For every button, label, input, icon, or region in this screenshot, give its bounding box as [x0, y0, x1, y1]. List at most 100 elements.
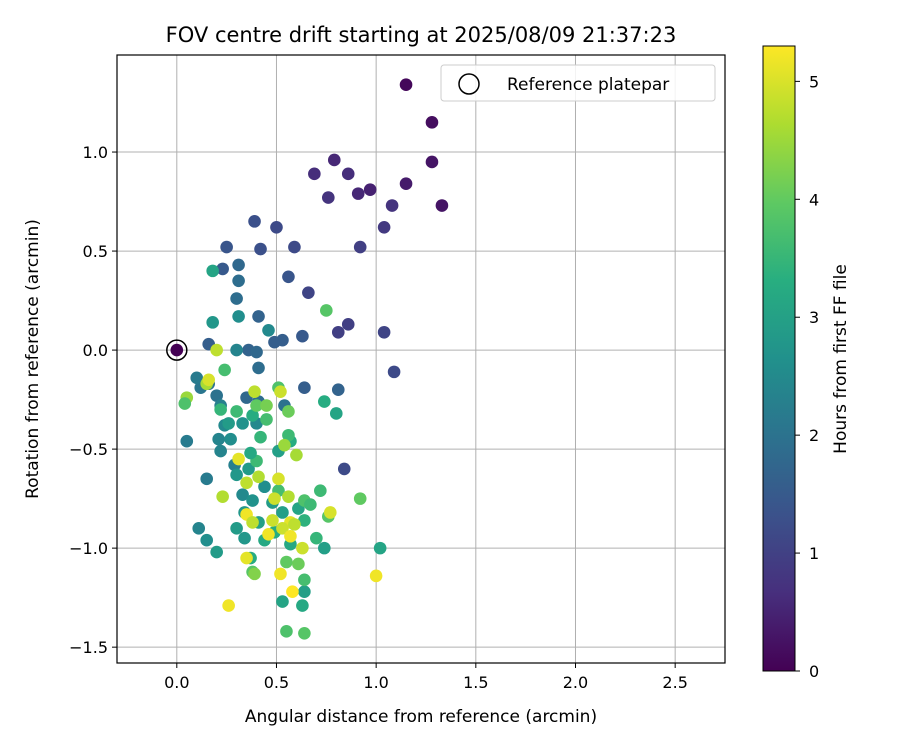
data-point: [254, 242, 267, 256]
legend-reference-marker: [458, 73, 480, 95]
data-point: [304, 498, 317, 511]
colorbar-tick-label: 0: [809, 662, 819, 681]
data-point: [320, 304, 333, 317]
y-axis-label: Rotation from reference (arcmin): [23, 219, 43, 499]
data-point: [276, 595, 289, 608]
data-point: [341, 167, 355, 181]
y-tick-label: 1.0: [83, 143, 108, 162]
grid-lines: [117, 55, 725, 663]
data-point: [206, 264, 219, 278]
data-point: [180, 434, 194, 448]
colorbar-tick-label: 1: [809, 544, 819, 563]
data-point: [216, 490, 229, 503]
data-point: [308, 167, 321, 181]
data-point: [260, 413, 273, 426]
chart-title: FOV centre drift starting at 2025/08/09 …: [166, 23, 677, 47]
data-point: [296, 329, 309, 343]
x-tick-label: 0.5: [264, 673, 289, 692]
legend-label: Reference platepar: [507, 75, 669, 95]
data-point: [329, 407, 343, 420]
data-point: [351, 187, 365, 200]
data-point: [288, 518, 301, 531]
data-point: [246, 409, 259, 422]
data-point: [270, 220, 283, 234]
data-point: [266, 514, 279, 527]
data-point: [190, 371, 204, 385]
data-point: [250, 345, 263, 359]
data-point: [232, 310, 245, 323]
data-point: [210, 343, 223, 357]
data-point: [353, 240, 367, 254]
y-tick-label: −0.5: [69, 440, 108, 459]
data-point: [284, 529, 297, 543]
data-point: [268, 492, 281, 505]
data-point: [296, 599, 309, 612]
data-point: [206, 316, 219, 329]
x-tick-label: 2.0: [563, 673, 588, 692]
data-point: [377, 220, 391, 234]
data-point: [276, 522, 289, 535]
colorbar-tick-label: 2: [809, 426, 819, 445]
data-point: [341, 318, 355, 331]
data-point: [337, 462, 351, 476]
data-point: [240, 551, 253, 565]
data-point: [224, 432, 237, 446]
data-point: [288, 240, 301, 254]
colorbar: [762, 45, 796, 672]
data-point: [238, 531, 251, 545]
data-point: [318, 541, 331, 555]
data-point: [222, 417, 235, 430]
data-point: [322, 191, 335, 204]
data-point: [298, 585, 311, 599]
data-point: [178, 397, 192, 410]
data-point: [212, 432, 225, 446]
data-point: [170, 343, 184, 357]
data-point: [377, 325, 391, 339]
data-point: [248, 215, 261, 228]
data-point: [244, 446, 257, 460]
data-point: [274, 385, 287, 398]
data-point: [262, 527, 275, 541]
x-tick-label: 2.5: [662, 673, 687, 692]
data-point: [331, 383, 345, 396]
data-point: [258, 480, 271, 494]
data-point: [230, 292, 243, 305]
data-point: [230, 343, 243, 357]
data-point: [252, 310, 265, 323]
colorbar-label: Hours from first FF file: [831, 264, 851, 454]
x-axis: 0.0 0.5 1.0 1.5 2.0 2.5: [164, 663, 688, 692]
data-point: [230, 405, 243, 418]
data-point: [242, 462, 255, 476]
x-tick-label: 1.5: [463, 673, 488, 692]
data-point: [280, 625, 293, 638]
colorbar-tick-label: 3: [809, 308, 819, 327]
data-point: [230, 522, 243, 535]
data-point: [246, 494, 259, 507]
data-point: [425, 116, 439, 129]
y-tick-label: 0.0: [83, 341, 108, 360]
data-point: [248, 567, 261, 581]
data-point: [327, 153, 341, 167]
data-point: [272, 472, 285, 486]
legend-box: [440, 64, 716, 102]
data-points: [166, 78, 449, 640]
data-point: [302, 286, 315, 299]
data-point: [250, 399, 263, 412]
data-point: [200, 472, 214, 486]
data-point: [282, 270, 295, 284]
data-point: [363, 183, 377, 196]
data-point: [262, 323, 275, 337]
y-tick-label: 0.5: [83, 242, 108, 261]
data-point: [220, 240, 233, 254]
data-point: [425, 155, 439, 169]
data-point: [260, 399, 273, 412]
reference-platepar-marker: [166, 339, 188, 361]
data-point: [252, 470, 265, 484]
data-point: [296, 541, 309, 555]
colorbar-tick-label: 4: [809, 190, 819, 209]
data-point: [314, 484, 327, 498]
data-point: [298, 573, 311, 587]
data-point: [387, 365, 401, 379]
data-point: [192, 522, 206, 535]
